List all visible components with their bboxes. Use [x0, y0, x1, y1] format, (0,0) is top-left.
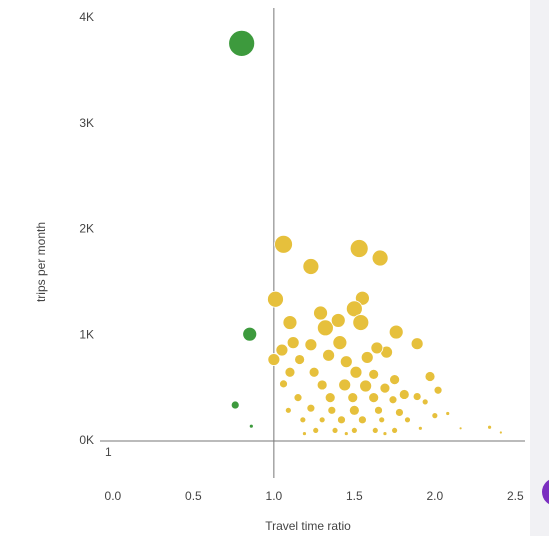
bubble	[330, 313, 346, 328]
bubble	[316, 319, 334, 337]
bubble	[337, 415, 346, 425]
bubble	[331, 427, 339, 434]
bubble	[304, 338, 318, 352]
bubble	[312, 427, 320, 434]
bubble	[433, 385, 443, 395]
bubble	[374, 405, 383, 415]
bubble	[388, 395, 398, 405]
bubble	[458, 426, 463, 431]
bubble	[359, 379, 373, 393]
x-tick-label: 1.0	[266, 489, 283, 503]
x-tick-label: 2.5	[507, 489, 524, 503]
bubble	[293, 393, 303, 403]
bubble	[445, 411, 451, 416]
x-tick-label: 2.0	[427, 489, 444, 503]
bubble	[279, 379, 288, 389]
bubble	[352, 314, 370, 331]
bubble	[360, 351, 374, 364]
bubble	[487, 424, 492, 430]
bubble	[316, 379, 328, 391]
y-tick-label: 3K	[79, 116, 94, 130]
bubble	[379, 382, 391, 394]
bubble	[368, 392, 380, 404]
bubble	[318, 416, 326, 424]
y-tick-label: 2K	[79, 222, 94, 236]
bubble	[286, 336, 300, 350]
bubble	[282, 315, 298, 330]
bubble	[228, 29, 256, 57]
bubble	[267, 290, 284, 308]
bubble	[332, 335, 348, 351]
side-panel	[530, 0, 549, 536]
bubble	[248, 423, 254, 429]
bubble	[343, 431, 349, 436]
x-tick-label: 0.0	[105, 489, 122, 503]
bubble	[389, 374, 401, 386]
y-axis-label: trips per month	[34, 222, 48, 302]
bubble	[410, 337, 424, 351]
bubble	[347, 392, 359, 404]
bubble	[358, 415, 367, 425]
bubble	[404, 416, 411, 424]
y-tick-label: 4K	[79, 10, 94, 24]
bubble	[313, 305, 328, 321]
bubble	[371, 249, 389, 267]
bubble	[275, 343, 289, 357]
y-tick-label: 0K	[79, 433, 94, 447]
bubble	[338, 378, 352, 392]
y-tick-label: 1K	[79, 327, 94, 341]
bubble	[322, 348, 335, 362]
bubble	[230, 400, 240, 410]
bubble	[242, 326, 258, 342]
bubble	[302, 431, 307, 436]
bubble	[388, 324, 404, 340]
bubble	[306, 403, 316, 413]
bubble	[424, 371, 436, 382]
x-axis-label: Travel time ratio	[265, 519, 351, 533]
bubble	[350, 427, 358, 434]
bubble	[498, 430, 503, 435]
bubble	[348, 404, 360, 416]
bubble	[274, 234, 293, 254]
bubble	[308, 366, 320, 378]
bubble	[349, 365, 363, 379]
x-tick-label: 0.5	[185, 489, 202, 503]
bubble	[391, 427, 399, 434]
bubble	[284, 366, 296, 378]
bubble	[267, 353, 281, 366]
bubble	[345, 300, 363, 318]
bubble	[294, 354, 306, 365]
bubble	[421, 398, 429, 406]
bubble	[355, 290, 370, 306]
x-tick-label: 1.5	[346, 489, 363, 503]
bubble	[378, 416, 386, 424]
bubble	[327, 405, 337, 415]
bubble	[371, 427, 379, 434]
bubble	[299, 416, 307, 424]
annotation: 1	[105, 445, 112, 459]
bubble	[284, 406, 292, 414]
bubble	[339, 355, 353, 369]
bubble	[395, 408, 404, 417]
bubble	[368, 368, 380, 380]
bubble	[398, 389, 410, 400]
bubble	[412, 392, 422, 401]
bubble	[431, 412, 439, 420]
bubble	[349, 239, 369, 258]
bubble	[324, 392, 336, 404]
bubble	[417, 425, 423, 431]
bubble	[382, 431, 388, 436]
bubble	[302, 258, 320, 275]
bubble	[370, 341, 384, 355]
floating-button[interactable]	[542, 478, 549, 506]
